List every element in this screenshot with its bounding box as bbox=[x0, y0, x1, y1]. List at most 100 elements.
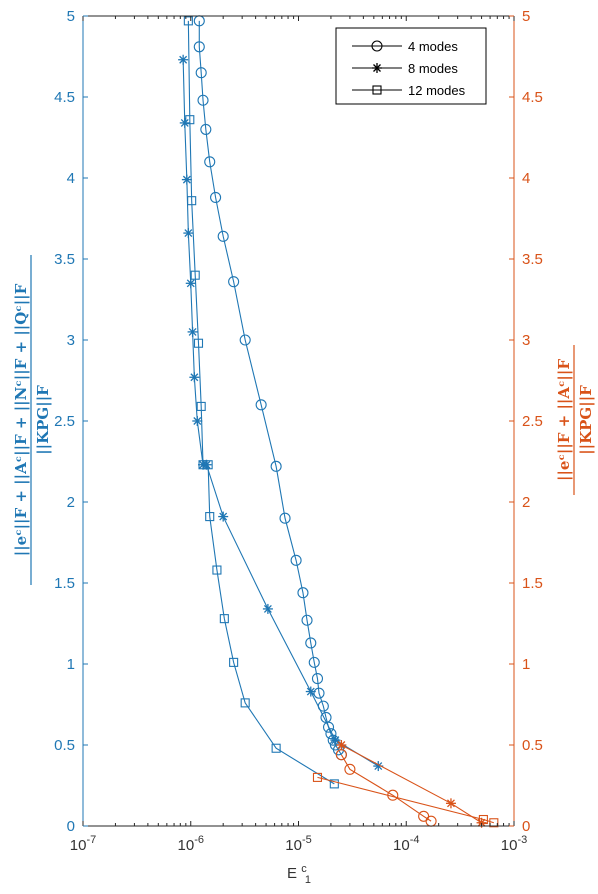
series-line bbox=[317, 776, 495, 824]
star-stroke bbox=[447, 799, 455, 808]
data-point bbox=[205, 512, 215, 522]
x-tick-label: 10-7 bbox=[70, 834, 96, 854]
left-y-tick-label: 1 bbox=[67, 656, 75, 673]
star-stroke bbox=[477, 818, 486, 827]
data-point bbox=[301, 614, 313, 626]
star-stroke bbox=[193, 417, 202, 425]
right-y-tick-label: 5 bbox=[522, 8, 530, 25]
data-point bbox=[185, 278, 196, 289]
data-point bbox=[204, 156, 216, 168]
right-y-tick-label: 1.5 bbox=[522, 575, 543, 592]
data-point bbox=[217, 230, 229, 242]
right-y-tick-label: 4 bbox=[522, 170, 530, 187]
data-point bbox=[187, 196, 197, 206]
data-point bbox=[198, 460, 208, 470]
right-axis-label: ||eᶜ||F + ||Aᶜ||F ||KPG||F bbox=[555, 345, 595, 495]
series-left-star bbox=[178, 54, 384, 772]
data-point bbox=[325, 728, 337, 740]
data-point bbox=[489, 818, 499, 828]
x-tick-label: 10-4 bbox=[393, 834, 419, 854]
data-point bbox=[330, 735, 341, 746]
left-y-tick-label: 3.5 bbox=[54, 251, 75, 268]
data-point bbox=[279, 512, 291, 524]
legend-marker bbox=[372, 63, 382, 73]
series-left-circle bbox=[193, 15, 347, 761]
legend: 4 modes 8 modes 12 modes bbox=[335, 27, 487, 105]
data-point bbox=[312, 772, 323, 782]
x-tick-label: 10-5 bbox=[285, 834, 311, 854]
data-point bbox=[229, 657, 239, 667]
data-point bbox=[240, 698, 250, 708]
axes-layer: 10-7 10-6 10-5 10-4 10-300.511.522.533.544.5… bbox=[54, 8, 543, 854]
star-stroke bbox=[373, 64, 381, 72]
data-point bbox=[192, 416, 203, 426]
legend-entry-label: 8 modes bbox=[408, 61, 458, 76]
right-axis-label-denominator: ||KPG||F bbox=[577, 385, 595, 455]
data-point bbox=[478, 814, 488, 825]
data-point bbox=[193, 41, 205, 53]
legend-marker bbox=[372, 85, 382, 95]
star-stroke bbox=[182, 175, 191, 184]
data-point bbox=[178, 54, 189, 65]
right-y-tick-label: 2 bbox=[522, 494, 530, 511]
series-line bbox=[340, 754, 432, 822]
data-point bbox=[210, 191, 222, 203]
left-y-tick-label: 2.5 bbox=[54, 413, 75, 430]
x-axis-label-sub: 1 bbox=[305, 874, 311, 886]
right-y-tick-label: 1 bbox=[522, 656, 530, 673]
data-point bbox=[200, 123, 212, 135]
data-point bbox=[305, 637, 317, 649]
data-point bbox=[297, 587, 309, 599]
data-point bbox=[228, 276, 240, 288]
x-axis-label: E c 1 bbox=[287, 859, 311, 886]
data-point bbox=[305, 686, 316, 697]
data-point bbox=[187, 326, 198, 337]
left-y-tick-label: 4.5 bbox=[54, 89, 75, 106]
left-y-tick-label: 4 bbox=[67, 170, 75, 187]
left-y-tick-label: 1.5 bbox=[54, 575, 75, 592]
data-point bbox=[344, 763, 356, 775]
left-y-tick-label: 0 bbox=[67, 818, 75, 835]
series-left-square bbox=[183, 16, 339, 789]
series-line bbox=[198, 20, 342, 756]
data-point bbox=[212, 565, 222, 575]
legend-marker bbox=[371, 40, 383, 52]
right-y-tick-label: 0 bbox=[522, 818, 530, 835]
data-point bbox=[195, 67, 207, 79]
star-stroke bbox=[263, 604, 272, 613]
data-point bbox=[183, 228, 194, 239]
data-point bbox=[290, 554, 302, 566]
star-stroke bbox=[337, 741, 346, 749]
legend-entry-label: 12 modes bbox=[408, 83, 466, 98]
data-point bbox=[329, 779, 339, 789]
star-stroke bbox=[374, 762, 383, 771]
star-stroke bbox=[179, 55, 188, 64]
data-point bbox=[336, 740, 347, 750]
data-point bbox=[270, 460, 282, 472]
star-stroke bbox=[186, 279, 195, 288]
x-tick-label: 10-6 bbox=[178, 834, 204, 854]
data-point bbox=[239, 334, 251, 346]
star-stroke bbox=[188, 327, 197, 336]
star-stroke bbox=[306, 687, 315, 696]
left-y-tick-label: 2 bbox=[67, 494, 75, 511]
right-axis-label-numerator: ||eᶜ||F + ||Aᶜ||F bbox=[555, 359, 573, 481]
data-point bbox=[193, 338, 204, 348]
left-axis-label-denominator: ||KPG||F bbox=[34, 385, 52, 455]
data-point bbox=[183, 16, 193, 26]
left-axis-label-numerator: ||eᶜ||F + ||Aᶜ||F + ||Nᶜ||F + ||Qᶜ||F bbox=[12, 283, 30, 556]
data-point bbox=[179, 117, 190, 128]
series-line bbox=[187, 20, 335, 785]
star-stroke bbox=[180, 118, 189, 127]
right-y-tick-label: 2.5 bbox=[522, 413, 543, 430]
series-right-square bbox=[312, 772, 499, 828]
left-y-tick-label: 5 bbox=[67, 8, 75, 25]
data-point bbox=[218, 511, 229, 522]
data-point bbox=[185, 115, 195, 125]
data-point bbox=[255, 399, 267, 411]
star-stroke bbox=[184, 229, 193, 238]
star-stroke bbox=[331, 736, 340, 745]
data-point bbox=[262, 603, 273, 614]
legend-box bbox=[335, 27, 487, 105]
right-y-tick-label: 3.5 bbox=[522, 251, 543, 268]
